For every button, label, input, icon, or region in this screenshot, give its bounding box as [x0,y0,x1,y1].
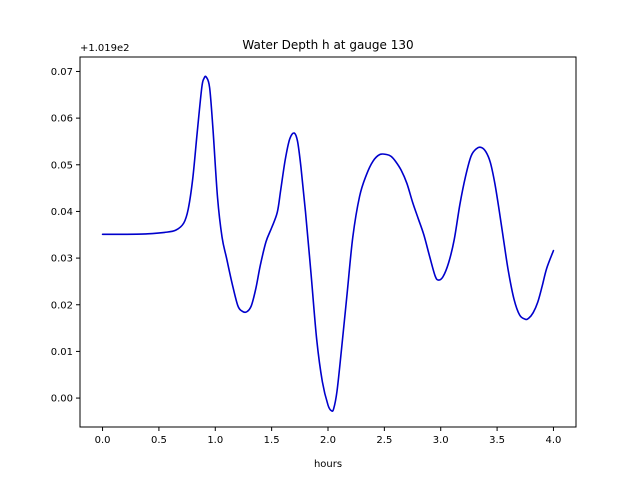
series-line-0 [101,75,555,413]
y-tick-label: 0.07 [51,67,73,78]
y-tick-label: 0.01 [51,347,73,358]
y-tick-label: 0.05 [51,160,73,171]
y-axis: 0.00 0.01 0.02 0.03 0.04 0.05 0.06 0.07 [51,67,80,405]
x-axis-label: hours [314,459,342,470]
y-axis-offset-label: +1.019e2 [80,43,130,54]
y-tick-label: 0.06 [51,114,73,125]
data-layer [101,75,555,413]
x-tick-label: 0.0 [95,435,111,446]
x-tick-label: 3.0 [433,435,449,446]
y-tick-label: 0.03 [51,254,73,265]
y-tick-label: 0.02 [51,300,73,311]
chart-title: Water Depth h at gauge 130 [242,38,413,52]
x-tick-label: 2.5 [376,435,392,446]
x-tick-label: 1.5 [264,435,280,446]
x-tick-label: 2.0 [320,435,336,446]
x-tick-label: 3.5 [489,435,505,446]
x-tick-label: 1.0 [207,435,223,446]
x-axis: 0.0 0.5 1.0 1.5 2.0 2.5 3.0 3.5 4.0 [95,427,562,446]
x-tick-label: 0.5 [151,435,167,446]
plot-area [79,56,577,428]
y-tick-label: 0.04 [51,207,73,218]
x-tick-label: 4.0 [546,435,562,446]
y-tick-label: 0.00 [51,394,73,405]
